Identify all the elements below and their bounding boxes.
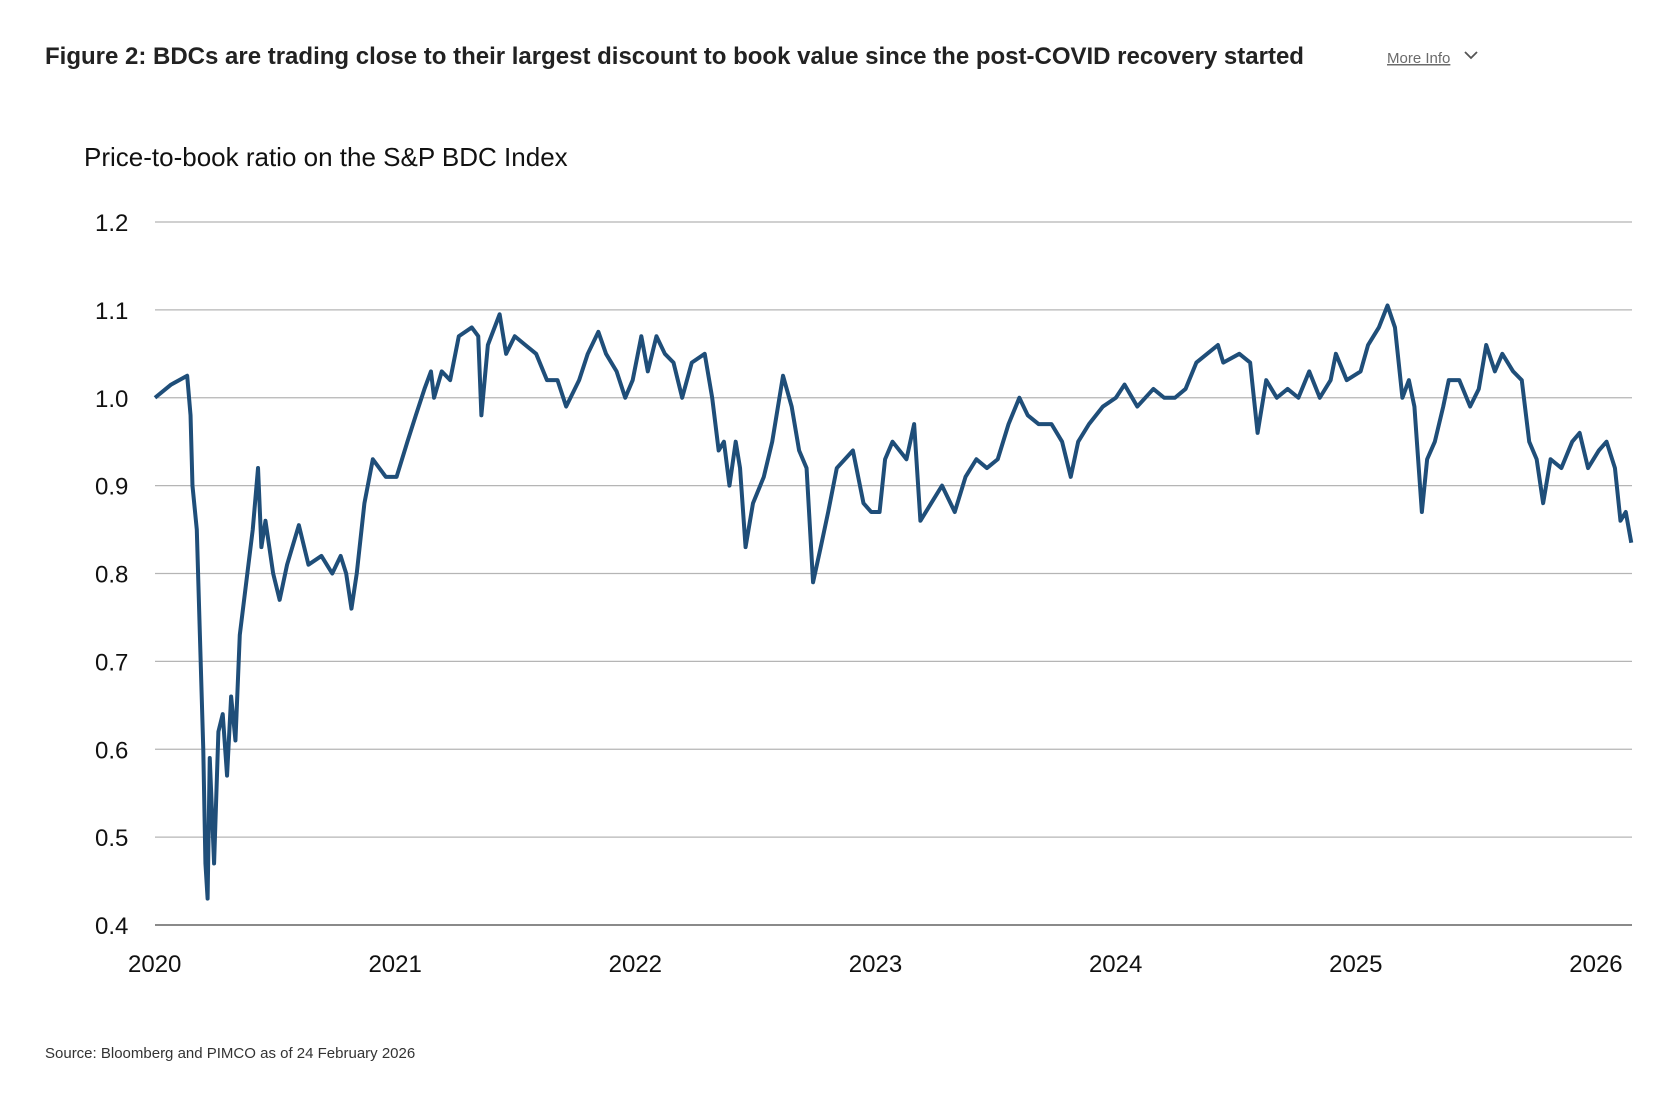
y-tick-label: 0.8 xyxy=(95,562,128,589)
more-info-toggle[interactable]: More Info xyxy=(1387,50,1478,67)
x-tick-label: 2020 xyxy=(128,951,181,978)
y-tick-label: 0.4 xyxy=(95,913,128,940)
x-tick-label: 2023 xyxy=(849,951,902,978)
x-tick-label: 2025 xyxy=(1329,951,1382,978)
y-tick-label: 1.2 xyxy=(95,210,128,237)
data-line xyxy=(153,303,1634,901)
x-tick-label: 2026 xyxy=(1569,951,1622,978)
y-tick-label: 0.7 xyxy=(95,649,128,676)
chart-subtitle: Price-to-book ratio on the S&P BDC Index xyxy=(84,142,568,172)
y-tick-label: 0.5 xyxy=(95,825,128,852)
y-tick-label: 0.6 xyxy=(95,737,128,764)
more-info-link[interactable]: More Info xyxy=(1387,50,1450,67)
x-tick-label: 2022 xyxy=(609,951,662,978)
figure-title: Figure 2: BDCs are trading close to thei… xyxy=(45,43,1304,70)
y-tick-label: 1.0 xyxy=(95,386,128,413)
y-tick-label: 1.1 xyxy=(95,298,128,325)
source-note: Source: Bloomberg and PIMCO as of 24 Feb… xyxy=(45,1045,415,1062)
x-tick-label: 2021 xyxy=(368,951,421,978)
y-tick-label: 0.9 xyxy=(95,474,128,501)
chevron-icon[interactable] xyxy=(1464,51,1478,60)
x-tick-label: 2024 xyxy=(1089,951,1142,978)
